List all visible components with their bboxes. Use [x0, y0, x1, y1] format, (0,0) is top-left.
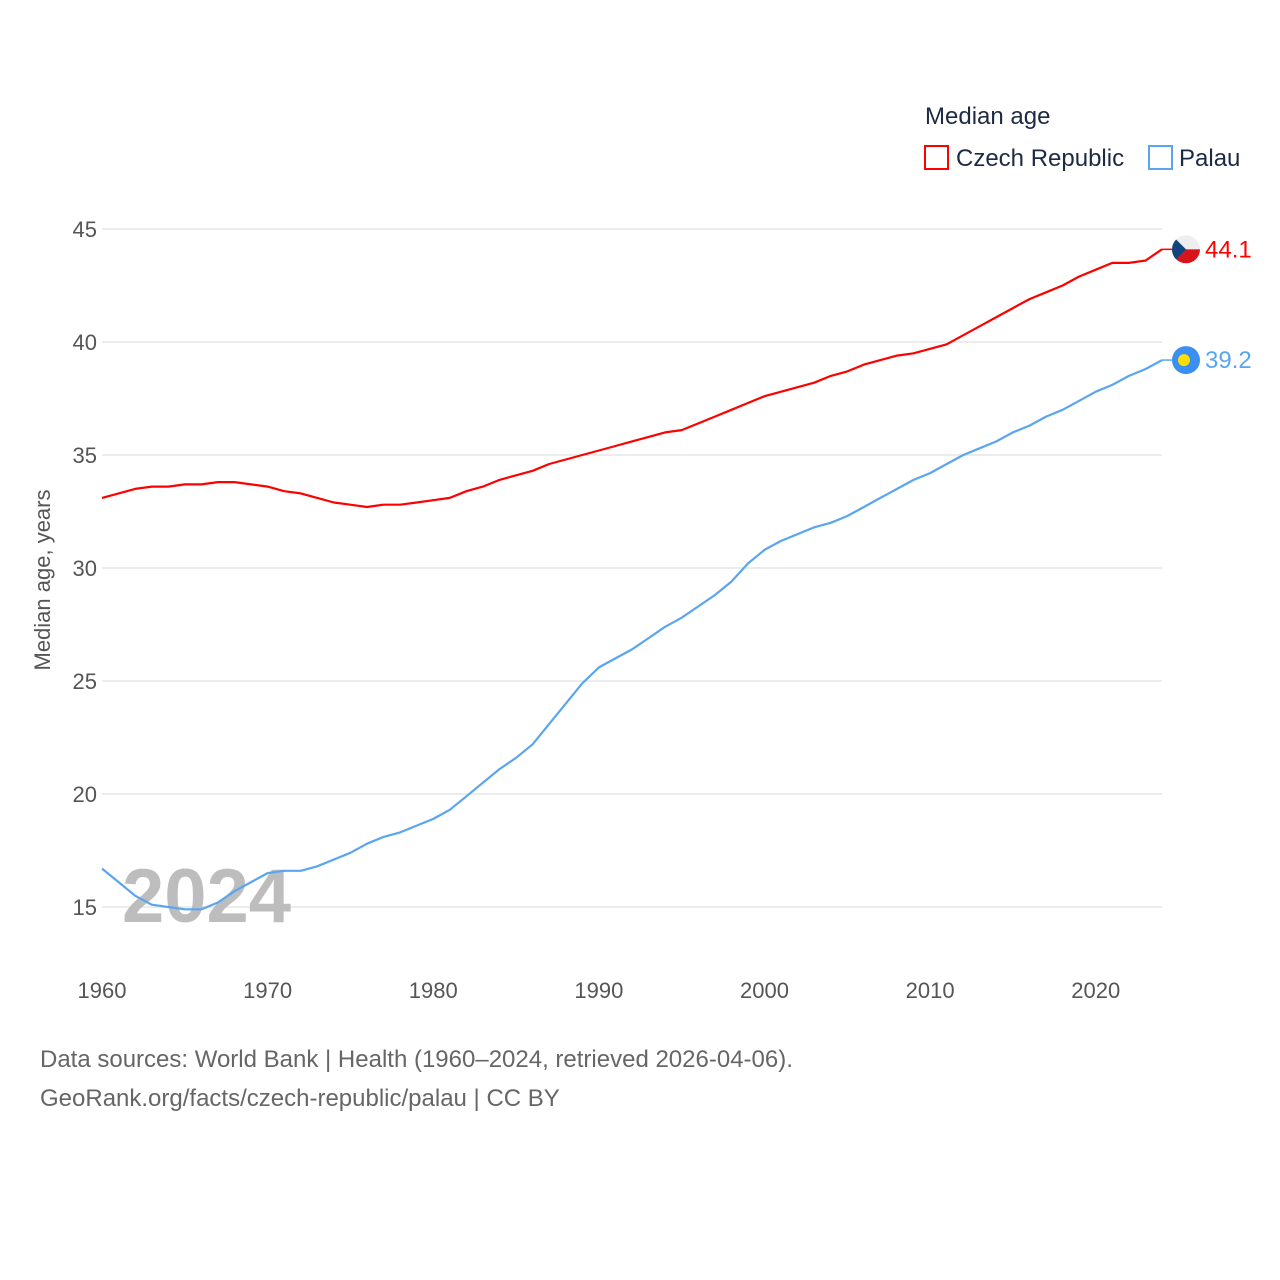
y-axis-title: Median age, years — [30, 490, 55, 671]
source-link[interactable]: GeoRank.org/facts/czech-republic/palau |… — [40, 1085, 560, 1112]
x-tick-label: 1980 — [409, 978, 458, 1003]
legend-item-czech-republic[interactable]: Czech Republic — [924, 145, 1124, 172]
y-tick-label: 20 — [73, 782, 97, 807]
end-markers: 44.1 39.2 — [1162, 235, 1252, 375]
legend-title: Median age — [925, 103, 1050, 130]
series-lines — [101, 248, 1163, 911]
year-watermark: 2024 — [122, 854, 291, 939]
x-tick-label: 1990 — [574, 978, 623, 1003]
x-tick-label: 2020 — [1071, 978, 1120, 1003]
series-line-palau — [101, 359, 1163, 911]
y-axis-ticks: 15 20 25 30 35 40 45 — [73, 217, 97, 920]
x-tick-label: 2010 — [906, 978, 955, 1003]
legend-item-palau[interactable]: Palau — [1148, 145, 1240, 172]
end-value-label: 44.1 — [1205, 236, 1252, 263]
legend-label: Czech Republic — [956, 145, 1124, 172]
y-tick-label: 30 — [73, 556, 97, 581]
x-tick-label: 1970 — [243, 978, 292, 1003]
y-tick-label: 15 — [73, 895, 97, 920]
y-tick-label: 40 — [73, 330, 97, 355]
x-axis-ticks: 1960 1970 1980 1990 2000 2010 2020 — [78, 978, 1121, 1003]
end-value-label: 39.2 — [1205, 347, 1252, 374]
czech-flag-icon — [1172, 235, 1200, 264]
y-tick-label: 25 — [73, 669, 97, 694]
y-tick-label: 35 — [73, 443, 97, 468]
y-tick-label: 45 — [73, 217, 97, 242]
legend-swatch-czech — [924, 145, 949, 170]
data-sources: Data sources: World Bank | Health (1960–… — [40, 1046, 793, 1073]
gridlines — [102, 228, 1162, 908]
palau-flag-icon — [1172, 346, 1200, 375]
x-tick-label: 2000 — [740, 978, 789, 1003]
x-tick-label: 1960 — [78, 978, 127, 1003]
legend-swatch-palau — [1148, 145, 1173, 170]
series-line-czech-republic — [101, 248, 1163, 509]
legend-label: Palau — [1179, 145, 1240, 172]
